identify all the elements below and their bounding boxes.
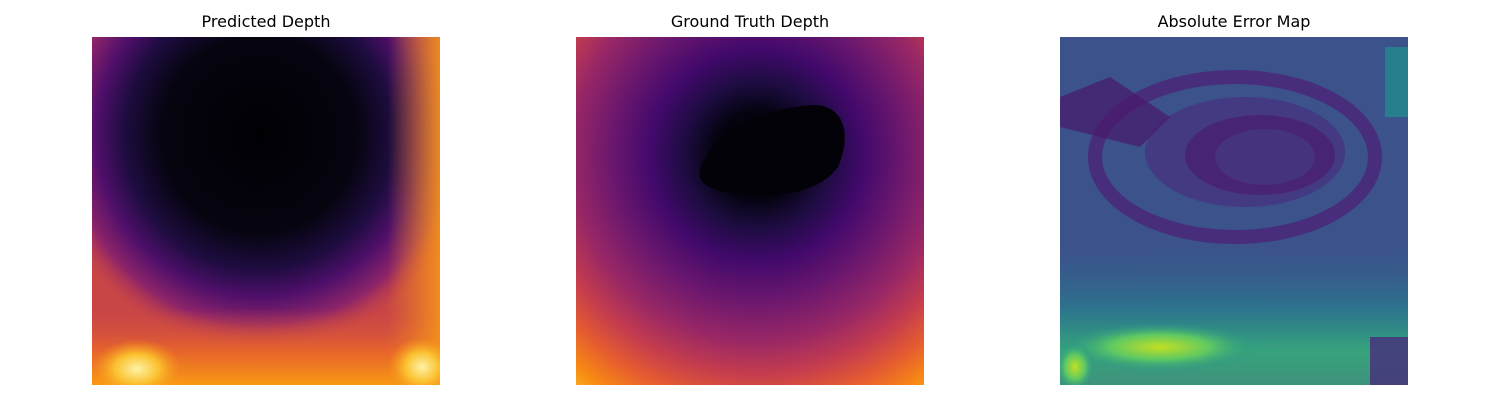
- absolute-error-map-heatmap: [1060, 37, 1408, 385]
- absolute-error-map-title: Absolute Error Map: [1157, 12, 1311, 31]
- ground-truth-depth-title: Ground Truth Depth: [670, 12, 830, 31]
- predicted-depth-title: Predicted Depth: [201, 12, 331, 31]
- ground-truth-depth-heatmap: [576, 37, 924, 385]
- predicted-depth-heatmap: [92, 37, 440, 385]
